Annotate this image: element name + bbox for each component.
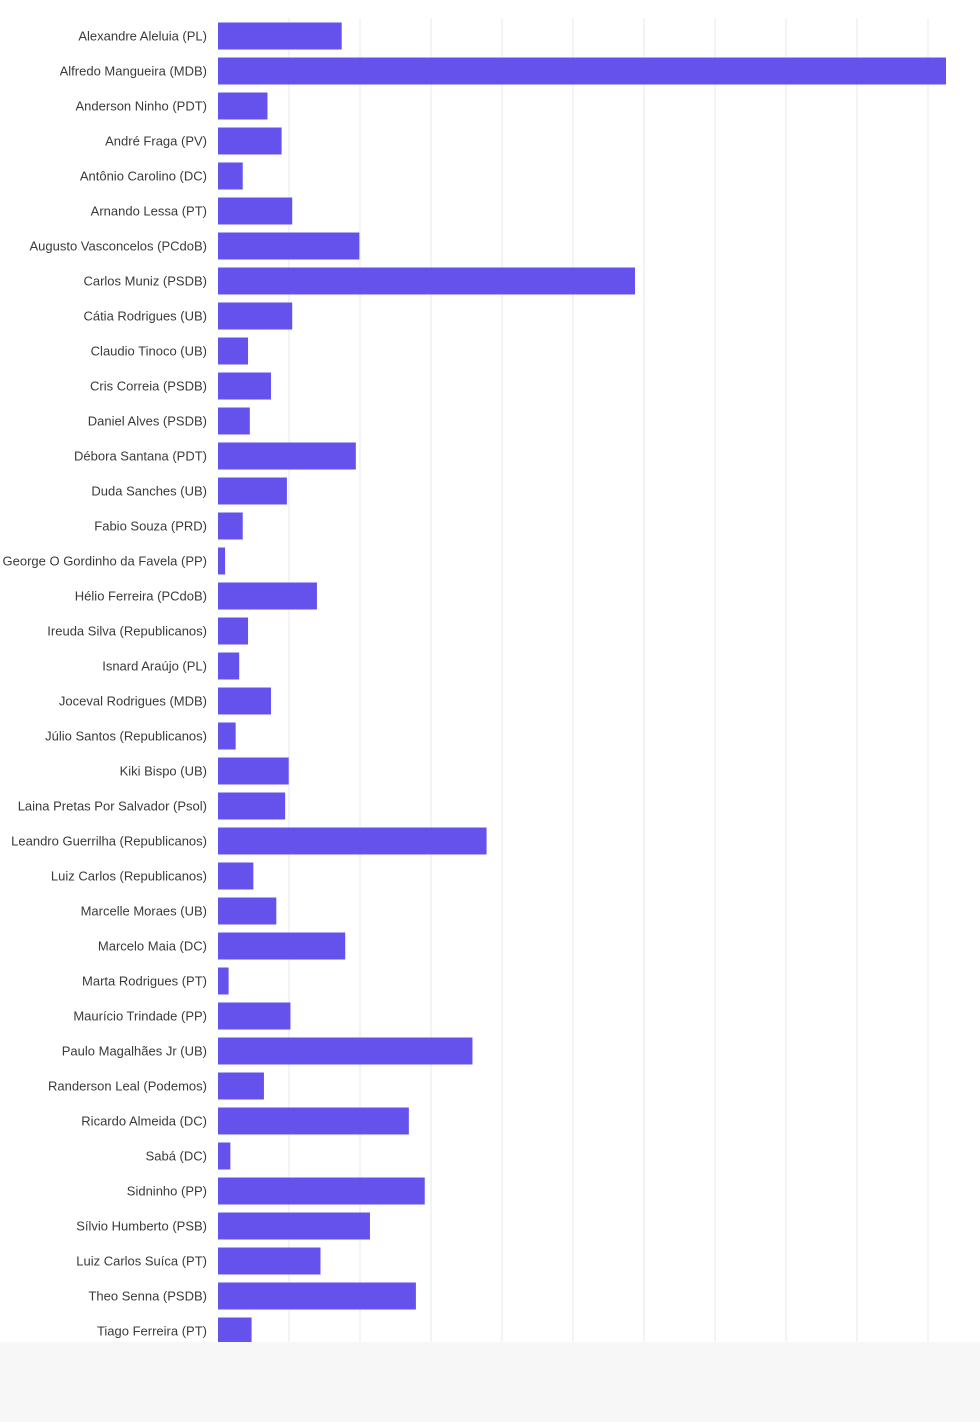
category-label: Débora Santana (PDT) [74,449,207,464]
gridlines [288,18,929,1342]
category-label: Sabá (DC) [146,1149,207,1164]
bar[interactable] [218,407,250,435]
category-label: Antônio Carolino (DC) [80,169,207,184]
bar[interactable] [218,1107,409,1135]
bar[interactable] [218,442,356,470]
bar[interactable] [218,1282,416,1310]
bar[interactable] [218,792,286,820]
category-label: Alexandre Aleluia (PL) [78,29,207,44]
bar[interactable] [218,92,268,120]
bar[interactable] [218,757,289,785]
bar[interactable] [218,582,317,610]
bar[interactable] [218,897,277,925]
category-label: Daniel Alves (PSDB) [88,414,207,429]
category-label: André Fraga (PV) [105,134,207,149]
category-label: Claudio Tinoco (UB) [91,344,207,359]
category-label: Duda Sanches (UB) [91,484,207,499]
bar[interactable] [218,232,360,260]
bar[interactable] [218,372,272,400]
bar[interactable] [218,1212,370,1240]
category-label: Leandro Guerrilha (Republicanos) [11,834,207,849]
bar[interactable] [218,687,272,715]
chart-canvas: Alexandre Aleluia (PL) Alfredo Mangueira … [3,18,946,1343]
bar[interactable] [218,512,243,540]
category-label: Maurício Trindade (PP) [73,1009,207,1024]
category-label: Ireuda Silva (Republicanos) [47,624,207,639]
category-label: Cátia Rodrigues (UB) [83,309,207,324]
bar[interactable] [218,127,282,155]
footer-area [0,1342,980,1422]
bar[interactable] [218,197,293,225]
category-label: Isnard Araújo (PL) [102,659,207,674]
bar[interactable] [218,302,293,330]
category-label: Alfredo Mangueira (MDB) [60,64,207,79]
bar[interactable] [218,1142,231,1170]
category-label: Marcelo Maia (DC) [98,939,207,954]
category-label: Fabio Souza (PRD) [94,519,207,534]
category-label: Theo Senna (PSDB) [88,1289,207,1304]
bar[interactable] [218,547,226,575]
bars [218,22,946,1343]
bar[interactable] [218,967,229,995]
bar[interactable] [218,1317,252,1343]
category-label: Randerson Leal (Podemos) [48,1079,207,1094]
bar[interactable] [218,162,243,190]
category-label: Cris Correia (PSDB) [90,379,207,394]
bar[interactable] [218,1177,425,1205]
bar[interactable] [218,1247,321,1275]
bar-chart: Alexandre Aleluia (PL) Alfredo Mangueira … [2,18,946,1343]
category-label: Kiki Bispo (UB) [120,764,207,779]
bar[interactable] [218,1002,291,1030]
category-label: Sílvio Humberto (PSB) [76,1219,207,1234]
bar[interactable] [218,57,946,85]
category-label: Carlos Muniz (PSDB) [83,274,207,289]
bar[interactable] [218,722,236,750]
bar[interactable] [218,652,240,680]
bar[interactable] [218,862,254,890]
bar[interactable] [218,617,249,645]
category-label: Marcelle Moraes (UB) [81,904,207,919]
category-label: Ricardo Almeida (DC) [81,1114,207,1129]
bar[interactable] [218,477,287,505]
category-label: Júlio Santos (Republicanos) [45,729,207,744]
category-label: Laina Pretas Por Salvador (Psol) [18,799,207,814]
category-label: Sidninho (PP) [127,1184,207,1199]
bar[interactable] [218,1037,473,1065]
bar[interactable] [218,267,636,295]
category-label: Anderson Ninho (PDT) [76,99,208,114]
bar[interactable] [218,827,487,855]
category-label: George O Gordinho da Favela (PP) [3,554,208,569]
category-label: Marta Rodrigues (PT) [82,974,207,989]
bar[interactable] [218,337,249,365]
category-label: Arnando Lessa (PT) [91,204,207,219]
category-label: Hélio Ferreira (PCdoB) [75,589,207,604]
category-labels: Alexandre Aleluia (PL) Alfredo Mangueira … [3,29,208,1339]
bar[interactable] [218,22,342,50]
category-label: Augusto Vasconcelos (PCdoB) [29,239,207,254]
bar[interactable] [218,1072,264,1100]
category-label: Tiago Ferreira (PT) [97,1324,207,1339]
category-label: Luiz Carlos (Republicanos) [51,869,207,884]
category-label: Joceval Rodrigues (MDB) [59,694,207,709]
category-label: Luiz Carlos Suíca (PT) [76,1254,207,1269]
bar[interactable] [218,932,346,960]
category-label: Paulo Magalhães Jr (UB) [62,1044,207,1059]
